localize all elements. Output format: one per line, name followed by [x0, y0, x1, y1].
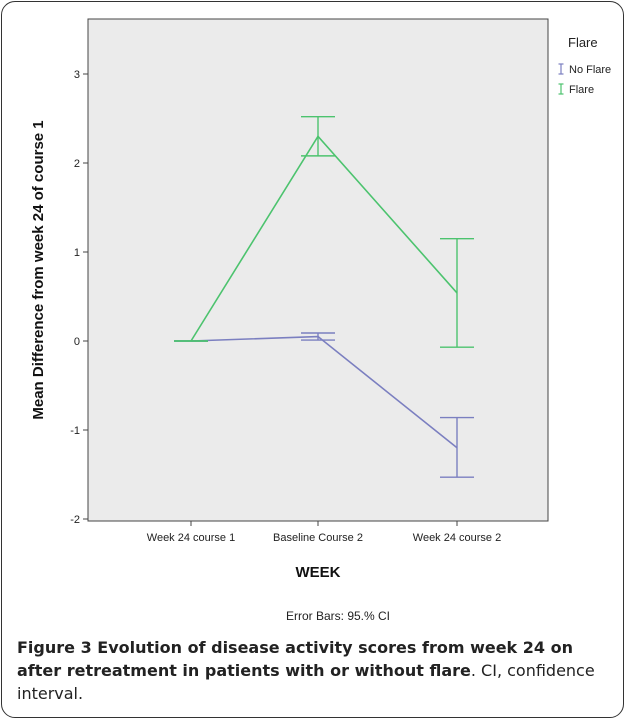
x-axis-label: WEEK [296, 564, 341, 581]
y-tick-label: 3 [74, 69, 80, 81]
series-layer [174, 116, 474, 478]
y-tick-label: -2 [70, 514, 80, 526]
x-tick-label: Week 24 course 1 [147, 532, 235, 544]
y-tick-label: 2 [74, 158, 80, 170]
legend: Flare No Flare Flare [558, 35, 611, 96]
chart: 3 2 1 0 -1 -2 Week 24 course 1 Baseline Course… [30, 18, 611, 623]
plot-area [87, 18, 549, 522]
y-tick-label: 1 [74, 247, 80, 259]
legend-label: No Flare [569, 64, 611, 76]
caption-text: . CI, confidence interval. [17, 661, 595, 703]
y-axis: 3 2 1 0 -1 -2 [70, 69, 88, 526]
legend-title: Flare [568, 35, 598, 50]
series-flare [174, 116, 474, 348]
caption-title: Figure 3 Evolution of disease activity s… [17, 638, 573, 680]
y-tick-label: 0 [74, 336, 80, 348]
x-tick-label: Baseline Course 2 [273, 532, 363, 544]
x-axis: Week 24 course 1 Baseline Course 2 Week 24… [147, 521, 501, 544]
legend-label: Flare [569, 84, 594, 96]
y-tick-label: -1 [70, 425, 80, 437]
figure-caption: Figure 3 Evolution of disease activity s… [17, 636, 617, 705]
y-axis-label: Mean Difference from week 24 of course 1 [30, 120, 47, 419]
x-tick-label: Week 24 course 2 [413, 532, 501, 544]
error-bars-note: Error Bars: 95.% CI [286, 609, 390, 623]
